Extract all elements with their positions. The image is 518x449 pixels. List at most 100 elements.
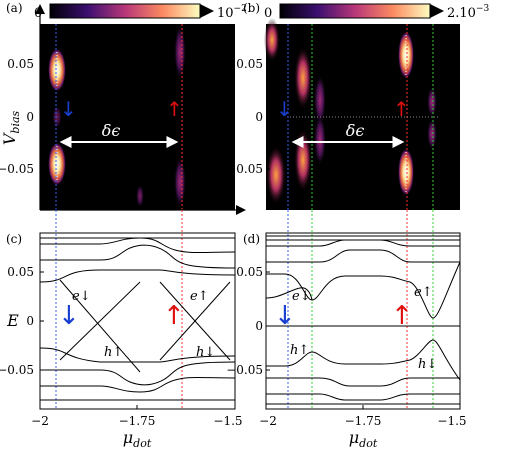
y-tick-label: 0.05	[7, 265, 34, 279]
delta-epsilon-label-a: δϵ	[102, 121, 121, 140]
band-line	[40, 377, 236, 393]
y-tick-label: −0.05	[226, 162, 263, 176]
delta-epsilon-label-b: δϵ	[346, 121, 365, 140]
y-tick-label: 0	[26, 110, 34, 124]
ylabel-c: E	[6, 311, 19, 330]
feature-b-mid-lower	[314, 114, 326, 166]
spin-up-arrow-b: ↑	[393, 97, 410, 121]
feature-b-mid-upper	[314, 74, 326, 126]
bands-c	[39, 237, 236, 401]
y-tick-label: 0.05	[236, 57, 263, 71]
feature-a-red-lower	[174, 156, 186, 208]
feature-b-left-top	[264, 18, 280, 62]
x-ticks-d: −2 −1.75 −1.5	[259, 405, 467, 428]
band-line	[266, 249, 460, 263]
band-line	[266, 261, 461, 319]
xlabel-d: μdot	[349, 428, 378, 449]
label-d-h-down: h↓	[418, 357, 437, 372]
x-tick-label: −2	[31, 414, 49, 428]
feature-b-right-upper	[427, 86, 437, 118]
panel-d-tag: (d)	[243, 232, 260, 246]
panel-b: (b) 0 2.10−3	[226, 1, 489, 210]
panel-c: (c) 0.05 0 −0.05	[0, 210, 243, 449]
y-ticks-d: 0.05 0 −0.05	[226, 265, 270, 377]
label-d-e-up: e↑	[414, 285, 433, 300]
colorbar-b-gradient	[279, 3, 431, 19]
panel-a: (a) 0 10−2 0	[0, 1, 247, 215]
plot-c-frame	[39, 232, 236, 410]
panel-d: (d) 0.05 0 −0.05	[226, 210, 467, 449]
colorbar-a-extend-arrow	[200, 4, 214, 18]
band-line	[59, 281, 141, 361]
feature-a-red-upper	[174, 24, 186, 80]
colorbar-b-min-label: 0	[264, 6, 272, 21]
y-tick-label: −0.05	[226, 363, 263, 377]
band-line	[265, 287, 313, 301]
axis-a-y-arrowhead	[35, 4, 45, 14]
x-tick-label: −1.5	[437, 414, 466, 428]
axis-a-x-arrowhead	[236, 205, 246, 215]
colorbar-a-gradient	[49, 3, 201, 19]
y-tick-label: 0.05	[7, 57, 34, 71]
y-ticks-c: 0.05 0 −0.05	[0, 265, 44, 377]
feature-a-mid	[136, 184, 144, 208]
spin-down-arrow-d: ↓	[274, 301, 296, 331]
y-tick-label: 0	[255, 319, 263, 333]
panel-b-tag: (b)	[243, 1, 260, 15]
label-c-h-up: h↑	[104, 345, 123, 360]
band-line	[40, 361, 236, 386]
label-d-e-down: e↓	[292, 289, 311, 304]
x-tick-label: −1.5	[213, 414, 242, 428]
x-tick-label: −1.75	[119, 414, 156, 428]
heatmap-a	[40, 24, 235, 210]
xlabel-c: μdot	[123, 428, 152, 449]
hotspot-b-upper	[398, 31, 414, 79]
band-line	[40, 237, 236, 253]
x-tick-label: −1.75	[345, 414, 382, 428]
band-line	[159, 281, 231, 361]
feature-b-left-bottom	[266, 145, 286, 205]
panel-c-tag: (c)	[6, 232, 22, 246]
hotspot-b-lower	[398, 148, 414, 196]
y-ticks-a: 0.05 0 −0.05	[0, 57, 44, 176]
colorbar-b-max-label: 2.10−3	[447, 4, 489, 21]
spin-down-arrow-b: ↓	[276, 97, 293, 121]
x-tick-label: −2	[259, 414, 277, 428]
band-line	[266, 239, 460, 247]
panel-a-tag: (a)	[6, 1, 23, 15]
y-tick-label: −0.05	[0, 363, 34, 377]
band-line	[59, 279, 141, 373]
colorbar-b-extend-arrow	[430, 4, 444, 18]
feature-b-green-upper	[294, 46, 312, 110]
feature-b-right-lower	[427, 118, 437, 150]
bands-d	[265, 235, 461, 405]
colorbar-a-max-label: 10−2	[217, 4, 247, 21]
y-ticks-b: 0.05 0 −0.05	[226, 57, 270, 176]
band-line	[266, 393, 460, 401]
band-line	[39, 347, 236, 363]
band-line	[266, 339, 461, 381]
label-c-h-down: h↓	[196, 345, 215, 360]
feature-a-center	[52, 105, 62, 129]
label-d-h-up: h↑	[290, 343, 309, 358]
band-line	[39, 269, 236, 283]
spin-down-arrow-c: ↓	[58, 301, 80, 331]
spin-up-arrow-a: ↑	[166, 97, 183, 121]
spin-up-arrow-c: ↑	[163, 301, 185, 331]
colorbar-a: 0 10−2	[34, 3, 247, 21]
x-ticks-c: −2 −1.75 −1.5	[31, 405, 243, 428]
ylabel-a: Vbias	[0, 110, 22, 145]
band-line	[40, 244, 236, 269]
y-tick-label: 0	[255, 110, 263, 124]
spin-up-arrow-d: ↑	[391, 301, 413, 331]
label-c-e-up: e↑	[190, 289, 209, 304]
colorbar-b: 0 2.10−3	[264, 3, 489, 21]
feature-b-green-lower	[294, 128, 312, 192]
label-c-e-down: e↓	[72, 289, 91, 304]
spin-down-arrow-a: ↓	[60, 97, 77, 121]
y-tick-label: 0.05	[236, 265, 263, 279]
y-tick-label: −0.05	[0, 162, 34, 176]
y-tick-label: 0	[26, 314, 34, 328]
band-line	[266, 377, 460, 387]
